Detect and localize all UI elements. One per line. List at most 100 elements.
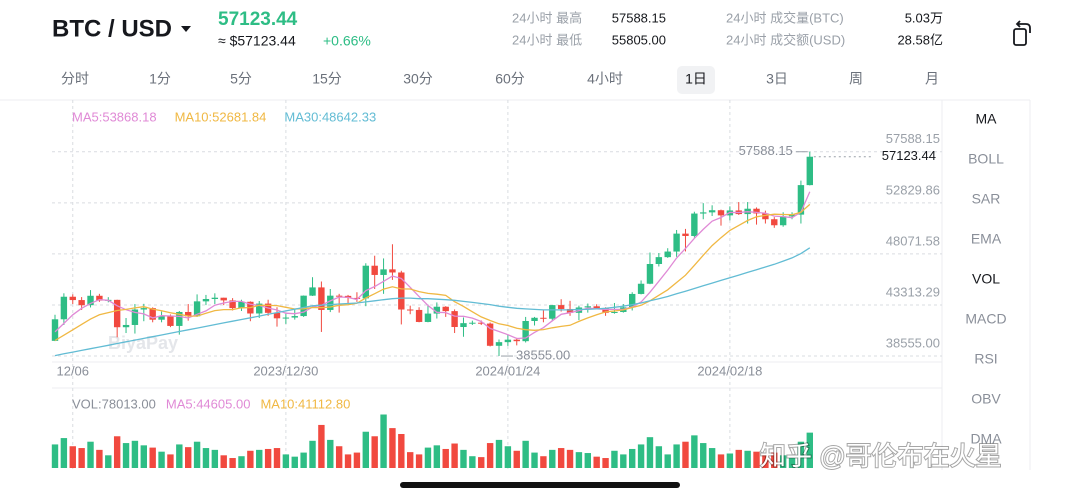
- candle-body: [646, 263, 654, 284]
- timeframe-tab[interactable]: 4小时: [587, 71, 623, 87]
- volume-bar: [451, 443, 458, 468]
- candle-body: [51, 319, 59, 341]
- stat-value: 5.03万: [905, 10, 943, 25]
- volume-bar: [504, 446, 512, 468]
- volume-bar: [495, 439, 503, 468]
- candle-body: [60, 296, 68, 320]
- volume-bar: [549, 449, 556, 468]
- timeframe-tab[interactable]: 3日: [766, 71, 788, 87]
- timeframe-tab[interactable]: 60分: [495, 71, 525, 87]
- volume-bar: [744, 450, 751, 468]
- ma-line: [54, 191, 811, 340]
- volume-bar: [540, 456, 547, 468]
- candle-body: [664, 251, 671, 258]
- x-tick-label: 2024/02/18: [697, 363, 762, 378]
- x-tick-label: 2024/01/24: [475, 363, 540, 378]
- indicator-button[interactable]: MA: [976, 111, 998, 127]
- indicator-button[interactable]: DMA: [970, 431, 1002, 447]
- candle-body: [335, 295, 343, 297]
- indicator-button[interactable]: RSI: [974, 351, 997, 367]
- volume-bar: [211, 449, 219, 468]
- rotate-icon[interactable]: [1013, 20, 1031, 46]
- candle-body: [611, 311, 618, 313]
- candle-body: [371, 265, 378, 275]
- timeframe-tab[interactable]: 5分: [230, 71, 252, 87]
- candle-body: [762, 213, 769, 220]
- volume-bar: [797, 441, 805, 468]
- volume-bar: [478, 457, 485, 468]
- candle-body: [362, 265, 369, 299]
- volume-bar: [300, 452, 307, 468]
- candle-body: [451, 311, 458, 328]
- home-indicator: [400, 482, 680, 488]
- candle-body: [788, 214, 796, 217]
- candle-body: [229, 300, 236, 309]
- timeframe-tab[interactable]: 月: [925, 71, 939, 87]
- indicator-button[interactable]: SAR: [972, 191, 1001, 207]
- low-label: 38555.00: [516, 347, 570, 362]
- candle-body: [797, 185, 805, 215]
- volume-bar: [575, 452, 583, 468]
- volume-bar: [469, 456, 476, 468]
- volume-bar: [593, 456, 600, 468]
- candle-body: [202, 298, 210, 302]
- volume-bar: [513, 450, 520, 468]
- timeframe-tab[interactable]: 周: [849, 71, 863, 87]
- volume-bar: [415, 454, 423, 468]
- stat-label: 24小时 最低: [512, 32, 582, 47]
- timeframe-tab[interactable]: 1分: [149, 71, 171, 87]
- volume-bar: [779, 455, 787, 468]
- candle-body: [629, 293, 636, 308]
- indicator-button[interactable]: EMA: [971, 231, 1002, 247]
- candle-body: [424, 313, 432, 322]
- volume-legend: MA5:44605.00: [166, 396, 251, 411]
- candle-body: [602, 308, 609, 313]
- candle-body: [442, 306, 449, 312]
- candle-body: [96, 295, 103, 301]
- ma-line: [54, 203, 811, 342]
- volume-bar: [113, 436, 121, 468]
- candle-body: [771, 219, 778, 226]
- timeframe-tab[interactable]: 分时: [61, 71, 89, 87]
- timeframe-tab[interactable]: 1日: [685, 71, 707, 87]
- volume-legend: MA10:41112.80: [260, 396, 350, 411]
- volume-bar: [327, 439, 334, 468]
- volume-bar: [291, 456, 298, 468]
- volume-bar: [318, 424, 325, 468]
- indicator-button[interactable]: BOLL: [968, 151, 1004, 167]
- volume-bar: [531, 452, 538, 468]
- indicator-button[interactable]: MACD: [965, 311, 1006, 327]
- candle-body: [158, 316, 165, 320]
- volume-bar: [122, 443, 130, 468]
- volume-bar: [149, 447, 156, 468]
- candle-body: [486, 323, 494, 346]
- volume-bar: [176, 444, 183, 468]
- pair-title[interactable]: BTC / USD: [52, 15, 172, 42]
- candle-body: [557, 305, 565, 309]
- candle-body: [531, 317, 538, 321]
- volume-bar: [167, 454, 174, 468]
- volume-legend: VOL:78013.00: [72, 396, 156, 411]
- indicator-button[interactable]: VOL: [972, 271, 1000, 287]
- volume-bar: [407, 452, 414, 468]
- indicator-button[interactable]: OBV: [971, 391, 1001, 407]
- candle-body: [691, 213, 698, 236]
- timeframe-tab[interactable]: 30分: [403, 71, 433, 87]
- dropdown-arrow[interactable]: [181, 26, 191, 32]
- volume-bar: [105, 455, 112, 468]
- volume-bar: [655, 446, 663, 468]
- candle-body: [389, 269, 396, 273]
- candle-body: [753, 208, 760, 214]
- volume-bar: [229, 458, 236, 468]
- legend-entry: MA30:48642.33: [284, 109, 376, 124]
- candle-body: [549, 305, 556, 319]
- candle-body: [78, 300, 85, 306]
- volume-bar: [602, 458, 609, 468]
- timeframe-tab[interactable]: 15分: [312, 71, 342, 87]
- volume-bar: [238, 456, 245, 468]
- volume-bar: [566, 449, 574, 468]
- candle-body: [478, 322, 485, 324]
- candle-body: [460, 323, 467, 328]
- y-tick-label: 38555.00: [886, 335, 940, 350]
- volume-bar: [344, 454, 352, 468]
